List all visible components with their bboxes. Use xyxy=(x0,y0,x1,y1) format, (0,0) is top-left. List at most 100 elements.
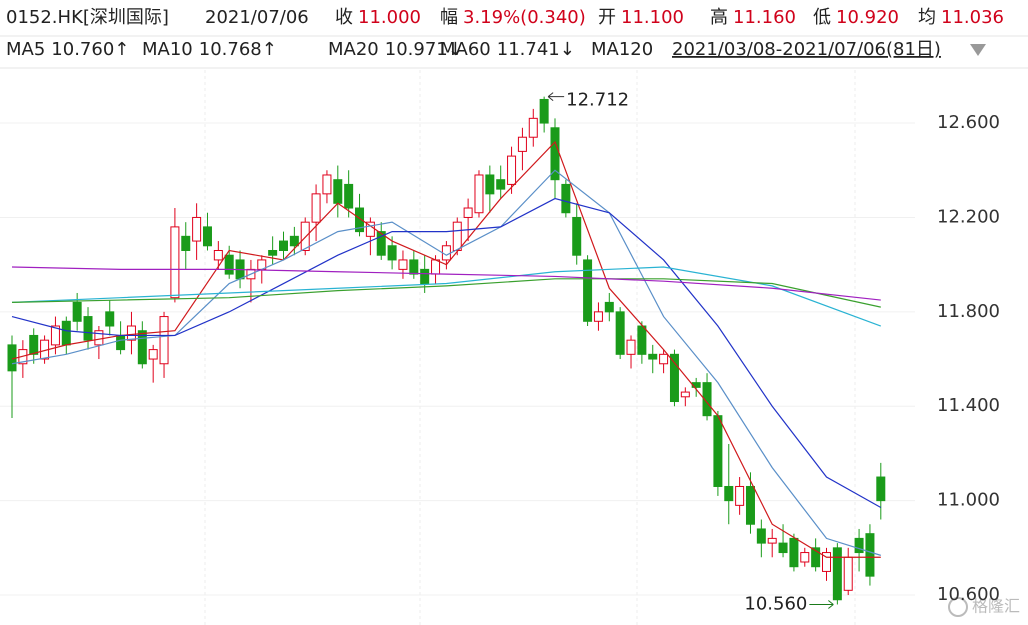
candle-body xyxy=(148,349,158,360)
candle-body xyxy=(843,556,853,591)
candle-body xyxy=(800,552,810,563)
candle-body xyxy=(202,226,212,247)
candle-body xyxy=(669,353,679,403)
ma-label: MA120 xyxy=(591,39,653,60)
stat-label: 幅 xyxy=(440,7,458,28)
candle-body xyxy=(398,259,408,270)
candle-body xyxy=(583,259,593,322)
candle-body xyxy=(745,485,755,525)
ma-line xyxy=(11,197,882,509)
stat-value: 11.160 xyxy=(733,7,796,28)
candle-body xyxy=(170,226,180,299)
dropdown-icon[interactable] xyxy=(970,44,986,56)
y-tick-label: 12.600 xyxy=(937,112,1000,133)
candle-body xyxy=(507,155,517,185)
date: 2021/07/06 xyxy=(205,7,309,28)
candle-body xyxy=(105,311,115,327)
candle-body xyxy=(387,245,397,261)
y-tick-label: 12.200 xyxy=(937,206,1000,227)
ma-value: 10.768↑ xyxy=(199,39,277,60)
stat-label: 高 xyxy=(710,7,728,28)
candle-body xyxy=(94,330,104,346)
candle-body xyxy=(637,325,647,355)
candle-body xyxy=(561,183,571,214)
candle-body xyxy=(300,221,310,251)
y-tick-label: 11.800 xyxy=(937,301,1000,322)
candle-body xyxy=(756,528,766,544)
ma-value: 11.741↓ xyxy=(497,39,575,60)
stat-label: 开 xyxy=(598,7,616,28)
stat-label: 均 xyxy=(918,7,936,28)
candle-body xyxy=(344,183,354,209)
candle-body xyxy=(420,268,430,285)
ma-label: MA60 xyxy=(440,39,491,60)
candle-body xyxy=(289,235,299,247)
candle-body xyxy=(680,391,690,398)
candle-body xyxy=(355,207,365,233)
candle-body xyxy=(626,339,636,355)
candle-body xyxy=(83,316,93,341)
date-range: 2021/03/08-2021/07/06(81日) xyxy=(672,39,941,60)
stat-value: 11.100 xyxy=(621,7,684,28)
candle-body xyxy=(29,334,39,355)
stat-label: 收 xyxy=(335,7,353,28)
candle-body xyxy=(865,533,875,577)
watermark: 格隆汇 xyxy=(972,597,1020,616)
candle-body xyxy=(539,98,549,124)
candle-body xyxy=(822,552,831,572)
ma-line xyxy=(11,266,882,327)
y-tick-label: 11.000 xyxy=(937,490,1000,511)
ma-label: MA20 xyxy=(328,39,379,60)
ma-line xyxy=(11,140,881,558)
candle-body xyxy=(311,193,321,223)
candle-body xyxy=(376,231,386,256)
ma-line xyxy=(11,278,881,308)
ma-label: MA5 xyxy=(6,39,45,60)
candle-body xyxy=(528,117,538,138)
stat-value: 11.000 xyxy=(358,7,421,28)
candle-body xyxy=(767,537,777,544)
candle-body xyxy=(268,249,278,256)
candle-body xyxy=(116,334,126,351)
candle-body xyxy=(61,320,71,346)
candle-body xyxy=(181,235,191,251)
arrow xyxy=(547,92,565,102)
candle-body xyxy=(659,353,669,365)
candle-body xyxy=(811,547,821,568)
candle-body xyxy=(192,216,202,242)
stat-value: 11.036 xyxy=(941,7,1004,28)
candle-body xyxy=(137,330,147,365)
candle-body xyxy=(604,301,614,313)
candle-body xyxy=(463,207,473,218)
candle-body xyxy=(789,537,799,568)
candle-body xyxy=(832,547,842,601)
candle-body xyxy=(159,316,169,365)
candle-body xyxy=(724,485,734,502)
min-label: 10.560 xyxy=(744,593,807,614)
candle-body xyxy=(50,325,60,346)
candle-body xyxy=(431,259,441,275)
ma-line xyxy=(11,169,881,556)
logo-icon xyxy=(948,597,968,617)
candle-body xyxy=(713,415,723,487)
candle-body xyxy=(702,382,712,417)
candle-body xyxy=(126,325,136,341)
candle-body xyxy=(735,485,745,506)
candle-body xyxy=(854,537,864,554)
candle-body xyxy=(474,174,484,214)
y-tick-label: 10.600 xyxy=(937,584,1000,605)
ma-value: 10.760↑ xyxy=(51,39,129,60)
candle-body xyxy=(496,179,506,190)
candle-body xyxy=(593,311,603,322)
candle-body xyxy=(224,254,234,275)
max-label: 12.712 xyxy=(566,90,629,111)
candle-body xyxy=(452,221,462,251)
candle-body xyxy=(279,240,288,251)
candle-body xyxy=(322,174,332,195)
candle-body xyxy=(517,136,527,152)
ma-label: MA10 xyxy=(142,39,193,60)
candle-body xyxy=(648,353,658,360)
symbol: 0152.HK[深圳国际] xyxy=(6,7,169,28)
